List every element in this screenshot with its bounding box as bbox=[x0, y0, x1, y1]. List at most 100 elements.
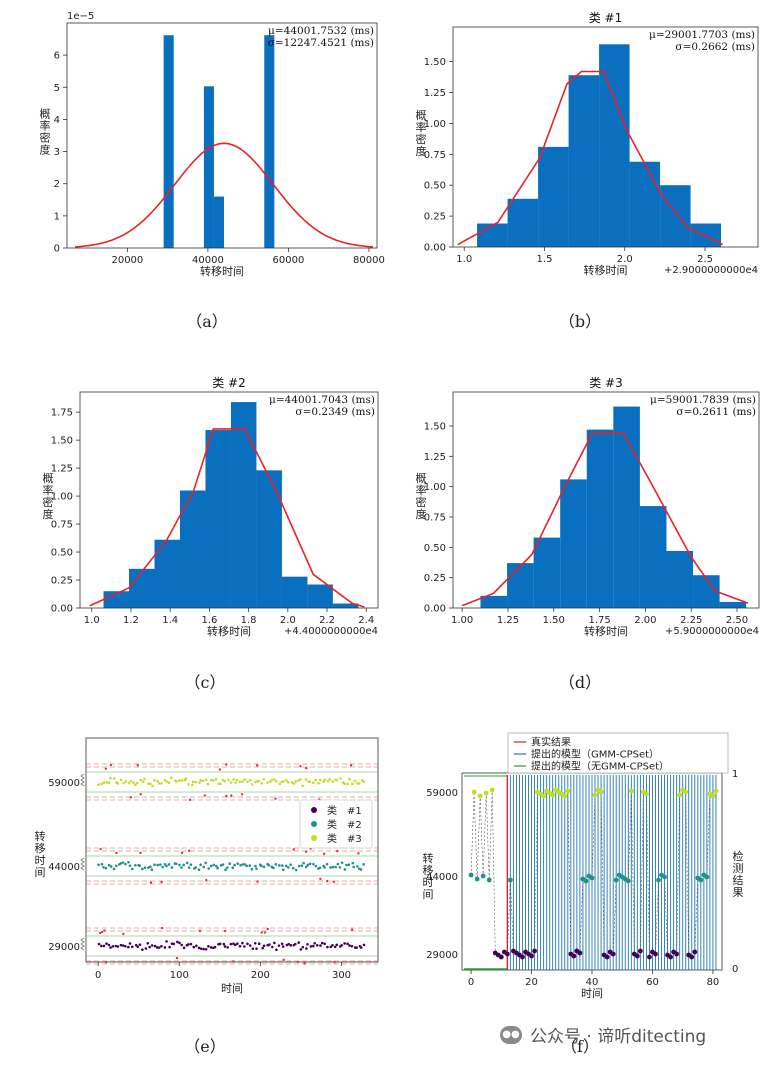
stats-annotation: μ=29001.7703 (ms) bbox=[649, 29, 755, 41]
legend-marker bbox=[311, 835, 317, 841]
scatter-point bbox=[359, 946, 363, 949]
scatter-point bbox=[100, 944, 103, 948]
hist-bar bbox=[256, 470, 282, 608]
scatter-point bbox=[158, 863, 162, 866]
scatter-point bbox=[206, 782, 210, 786]
scatter-point bbox=[306, 942, 309, 946]
scatter-point bbox=[228, 862, 232, 866]
panel-caption: （a） bbox=[186, 312, 228, 331]
scatter-point bbox=[105, 781, 109, 784]
scatter-point bbox=[209, 864, 213, 868]
scatter-point bbox=[355, 946, 358, 949]
outlier-point bbox=[357, 852, 360, 855]
x-offset-label: +5.9000000000e4 bbox=[665, 626, 759, 637]
x-tick-label: 1.50 bbox=[543, 615, 565, 626]
y-tick-label: 0.50 bbox=[51, 548, 73, 559]
scatter-point bbox=[127, 860, 130, 864]
series-point bbox=[589, 875, 595, 881]
scatter-point bbox=[132, 781, 135, 784]
outlier-point bbox=[240, 793, 244, 796]
series-point bbox=[565, 788, 571, 794]
outlier-point bbox=[136, 764, 139, 767]
outlier-point bbox=[256, 880, 259, 883]
scatter-point bbox=[141, 948, 144, 952]
scatter-point bbox=[318, 778, 322, 782]
x-tick-label: 1.5 bbox=[537, 254, 553, 265]
hist-bar bbox=[533, 537, 561, 608]
series-point bbox=[644, 791, 649, 797]
x-axis-label: 转移时间 bbox=[584, 624, 628, 638]
y-tick-label: 1.50 bbox=[424, 421, 446, 432]
scatter-point bbox=[359, 868, 363, 871]
series-point bbox=[486, 877, 492, 883]
scatter-point bbox=[275, 948, 278, 952]
y-tick-label: 6 bbox=[54, 51, 60, 62]
x-tick-label: 2.4 bbox=[358, 615, 374, 626]
hist-bar bbox=[205, 430, 231, 608]
outlier-point bbox=[203, 794, 206, 797]
y-tick-label: 1 bbox=[54, 211, 60, 222]
panel-caption: （c） bbox=[185, 673, 226, 692]
scatter-point bbox=[215, 864, 218, 868]
scatter-point bbox=[262, 944, 266, 948]
scatter-point bbox=[185, 861, 189, 865]
outlier-point bbox=[180, 851, 184, 855]
y-tick-label: 44000 bbox=[48, 862, 80, 873]
y-tick-label: 29000 bbox=[48, 942, 80, 953]
series-point bbox=[683, 789, 689, 795]
scatter-point bbox=[160, 782, 163, 785]
outlier-point bbox=[149, 881, 153, 884]
y-tick-label: 59000 bbox=[426, 788, 458, 799]
scatter-point bbox=[311, 944, 315, 948]
panel-caption: （f） bbox=[561, 1037, 599, 1056]
y-tick-label: 0.00 bbox=[424, 604, 446, 615]
hist-bar bbox=[719, 601, 747, 608]
x-tick-label: 1.0 bbox=[456, 254, 472, 265]
scatter-point bbox=[347, 863, 351, 867]
x-tick-label: 0 bbox=[468, 977, 474, 988]
scatter-point bbox=[119, 778, 123, 782]
scatter-point bbox=[218, 942, 222, 946]
outlier-point bbox=[326, 879, 329, 883]
scatter-point bbox=[294, 868, 298, 872]
outlier-point bbox=[104, 961, 108, 964]
scatter-point bbox=[219, 782, 222, 786]
y-axis-label-char: 概 bbox=[40, 108, 51, 121]
scatter-point bbox=[122, 781, 125, 785]
y-tick-label: 2 bbox=[54, 179, 60, 190]
outlier-point bbox=[109, 763, 113, 767]
hist-bar bbox=[639, 506, 667, 608]
y-tick-label: 59000 bbox=[48, 778, 80, 789]
y-axis-label-char: 间 bbox=[423, 888, 434, 901]
hist-bar bbox=[332, 603, 359, 608]
outlier-point bbox=[160, 926, 164, 930]
scatter-point bbox=[109, 865, 113, 868]
stats-annotation: μ=59001.7839 (ms) bbox=[650, 394, 756, 406]
scatter-point bbox=[199, 779, 202, 782]
x-tick-label: 2.25 bbox=[680, 615, 702, 626]
hist-bar bbox=[129, 568, 155, 608]
scatter-point bbox=[127, 781, 131, 785]
y-axis-label-char: 率 bbox=[43, 483, 54, 497]
scatter-point bbox=[350, 944, 354, 948]
series-point bbox=[471, 789, 477, 795]
scatter-point bbox=[194, 780, 197, 784]
scatter-point bbox=[182, 946, 186, 950]
axes-frame bbox=[66, 22, 378, 249]
scatter-point bbox=[165, 940, 168, 943]
x-tick-label: 40000 bbox=[192, 255, 224, 266]
hist-bar bbox=[179, 490, 206, 608]
series-point bbox=[489, 787, 495, 793]
x-tick-label: 40 bbox=[586, 977, 599, 988]
stats-annotation: σ=0.2611 (ms) bbox=[676, 406, 756, 418]
y-axis-label-char: 时 bbox=[423, 876, 434, 889]
legend-marker bbox=[311, 807, 317, 813]
scatter-point bbox=[128, 864, 132, 868]
scatter-point bbox=[323, 866, 326, 869]
scatter-point bbox=[280, 864, 284, 867]
outlier-point bbox=[349, 764, 353, 767]
scatter-point bbox=[301, 945, 305, 949]
scatter-point bbox=[150, 944, 154, 947]
scatter-point bbox=[97, 942, 101, 946]
